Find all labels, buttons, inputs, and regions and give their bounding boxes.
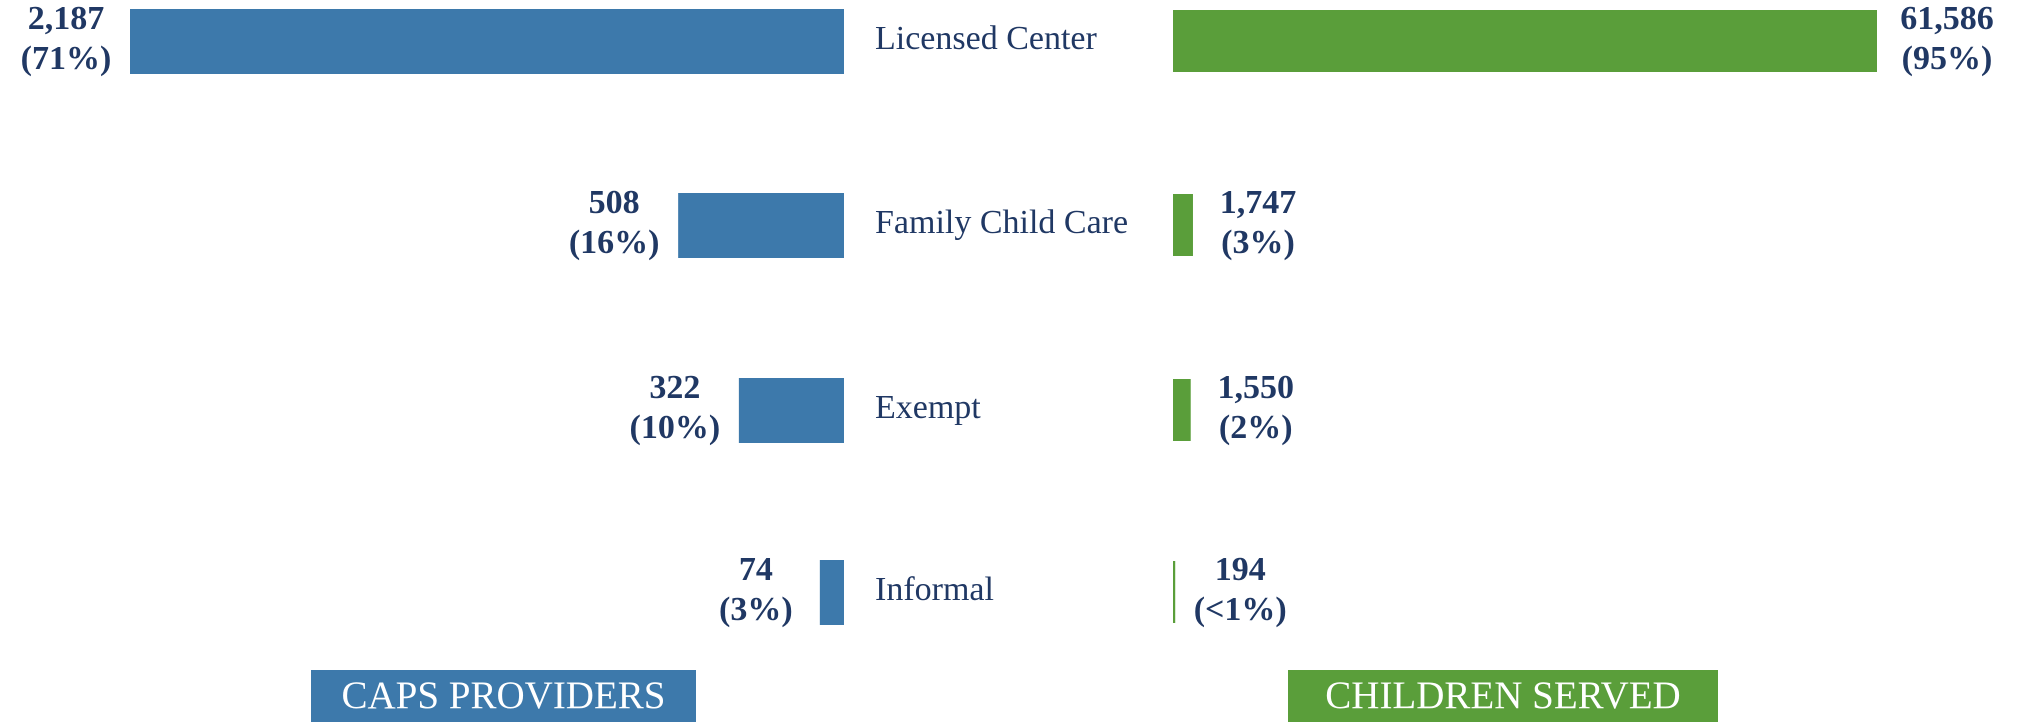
category-label: Exempt (875, 389, 981, 426)
bar (678, 193, 844, 258)
value-label: 74 (739, 551, 773, 588)
value-label: 322 (649, 369, 700, 406)
bar (1173, 194, 1193, 256)
share-label: (95%) (1902, 40, 1993, 77)
category-label: Informal (875, 571, 994, 608)
share-label: (2%) (1219, 409, 1293, 446)
share-label: (71%) (21, 40, 112, 77)
bar (819, 560, 844, 625)
value-label: 508 (589, 184, 640, 221)
bar (130, 9, 844, 74)
share-label: (10%) (630, 409, 721, 446)
bar (738, 378, 844, 443)
share-label: (<1%) (1194, 591, 1287, 628)
value-label: 1,747 (1220, 184, 1297, 221)
legend-box (1288, 670, 1718, 722)
legend-label: CAPS PROVIDERS (341, 674, 665, 717)
bar (1173, 561, 1176, 623)
legend-box (311, 670, 696, 722)
bar (1173, 379, 1191, 441)
share-label: (3%) (1221, 224, 1295, 261)
value-label: 61,586 (1900, 0, 1994, 37)
category-label: Family Child Care (875, 204, 1128, 241)
legend-label: CHILDREN SERVED (1325, 674, 1680, 717)
value-label: 2,187 (28, 0, 105, 37)
share-label: (16%) (569, 224, 660, 261)
value-label: 194 (1215, 551, 1266, 588)
share-label: (3%) (719, 591, 793, 628)
category-label: Licensed Center (875, 20, 1098, 57)
bar (1173, 10, 1877, 72)
value-label: 1,550 (1217, 369, 1294, 406)
